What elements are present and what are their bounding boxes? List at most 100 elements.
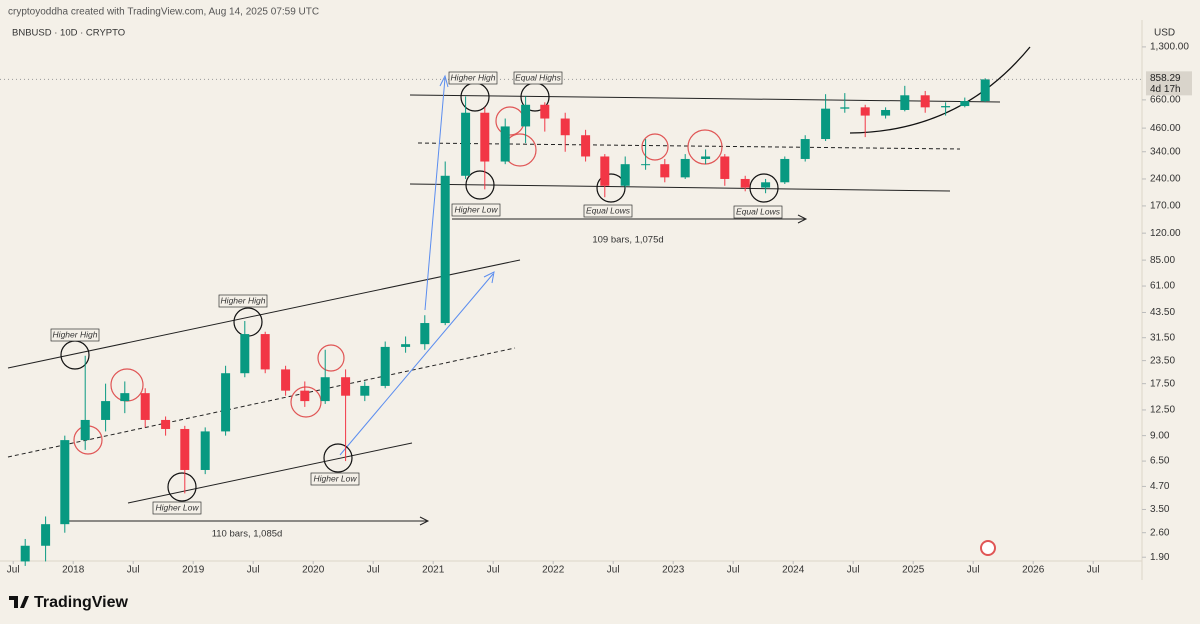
annotation-box: [513, 71, 563, 85]
x-tick-label: Jul: [487, 565, 500, 576]
candle-body: [101, 401, 111, 420]
y-tick-label: 12.50: [1150, 405, 1175, 416]
circle: [687, 129, 723, 165]
y-tick-label: 340.00: [1150, 146, 1181, 157]
candle-body: [860, 107, 870, 116]
candle-body: [320, 377, 330, 402]
x-tick-label: 2025: [902, 565, 925, 576]
measurement-label: 109 bars, 1,075d: [592, 235, 663, 246]
candle-body: [881, 109, 891, 116]
circle: [596, 173, 626, 203]
candle-body: [20, 545, 30, 562]
candle-body: [560, 118, 570, 136]
candle-body: [240, 334, 250, 374]
flag-icon: [980, 540, 996, 556]
y-tick-label: 9.00: [1150, 430, 1170, 441]
x-tick-label: Jul: [7, 565, 20, 576]
header: cryptoyoddha created with TradingView.co…: [8, 7, 319, 18]
x-tick-label: 2024: [782, 565, 805, 576]
countdown: 4d 17h: [1150, 84, 1181, 95]
arrow: [339, 273, 494, 456]
candle-body: [380, 346, 390, 386]
candle-body: [161, 419, 171, 429]
trend-line: [127, 442, 413, 504]
candle-body: [840, 107, 850, 109]
x-tick-label: 2021: [422, 565, 445, 576]
brand: TradingView: [34, 594, 129, 611]
range-line: [417, 142, 961, 150]
circle: [290, 386, 322, 418]
measurement-label: 110 bars, 1,085d: [212, 529, 283, 540]
annotation: Equal Lows: [736, 206, 781, 216]
circle: [167, 472, 197, 502]
candle-body: [120, 393, 130, 402]
currency: USD: [1154, 28, 1175, 39]
candle-body: [720, 156, 730, 179]
candle-body: [260, 334, 270, 370]
candle-body: [401, 344, 411, 347]
candle-body: [761, 182, 771, 188]
y-tick-label: 61.00: [1150, 281, 1175, 292]
logo-mark: [9, 596, 29, 608]
candle-body: [500, 126, 510, 162]
candle-body: [620, 164, 630, 186]
y-tick-label: 460.00: [1150, 123, 1181, 134]
arrow-head: [483, 271, 495, 284]
x-tick-label: Jul: [1087, 565, 1100, 576]
candle-body: [740, 178, 750, 188]
y-tick-label: 660.00: [1150, 95, 1181, 106]
candle-body: [440, 175, 450, 324]
y-tick-label: 23.50: [1150, 355, 1175, 366]
circle: [323, 443, 353, 473]
candle-body: [200, 431, 210, 470]
y-tick-label: 2.60: [1150, 527, 1170, 538]
candle-body: [980, 79, 990, 102]
last-price: 858.29: [1150, 73, 1181, 84]
candle-body: [140, 393, 150, 420]
candle-body: [60, 440, 70, 525]
annotation: Equal Lows: [586, 205, 631, 215]
trend-line: [7, 259, 521, 369]
x-tick-label: Jul: [247, 565, 260, 576]
annotation-box: [310, 472, 360, 486]
x-tick-label: Jul: [127, 565, 140, 576]
annotation-box: [448, 71, 498, 85]
candle-body: [800, 139, 810, 159]
symbol-title: BNBUSD · 10D · CRYPTO: [12, 28, 125, 39]
candle-body: [300, 390, 310, 402]
y-tick-label: 170.00: [1150, 201, 1181, 212]
annotation-box: [451, 203, 501, 217]
x-tick-label: Jul: [727, 565, 740, 576]
arrow-head: [419, 516, 430, 526]
circle: [465, 170, 495, 200]
candle-body: [941, 106, 951, 108]
annotation-box: [583, 204, 633, 218]
candle-body: [360, 385, 370, 396]
candle-body: [420, 323, 430, 345]
y-tick-label: 4.70: [1150, 481, 1170, 492]
x-tick-label: Jul: [607, 565, 620, 576]
annotation: Higher High: [53, 329, 98, 339]
x-tick-label: 2018: [62, 565, 85, 576]
circle: [641, 133, 669, 161]
y-tick-label: 120.00: [1150, 228, 1181, 239]
event-icon: [980, 540, 996, 556]
curve: [849, 46, 1031, 134]
annotation-box: [152, 501, 202, 515]
arrow: [424, 77, 446, 311]
candle-body: [701, 156, 711, 159]
y-tick-label: 1.90: [1150, 552, 1170, 563]
x-tick-label: 2022: [542, 565, 565, 576]
y-tick-label: 17.50: [1150, 378, 1175, 389]
candle-body: [900, 95, 910, 110]
candle-body: [341, 377, 351, 396]
x-tick-label: 2019: [182, 565, 205, 576]
candle-body: [281, 369, 291, 391]
arrow-head: [797, 214, 808, 224]
y-tick-label: 43.50: [1150, 307, 1175, 318]
candle-body: [680, 158, 690, 178]
y-tick-label: 85.00: [1150, 255, 1175, 266]
candle-body: [221, 373, 231, 432]
candle-body: [480, 112, 490, 162]
